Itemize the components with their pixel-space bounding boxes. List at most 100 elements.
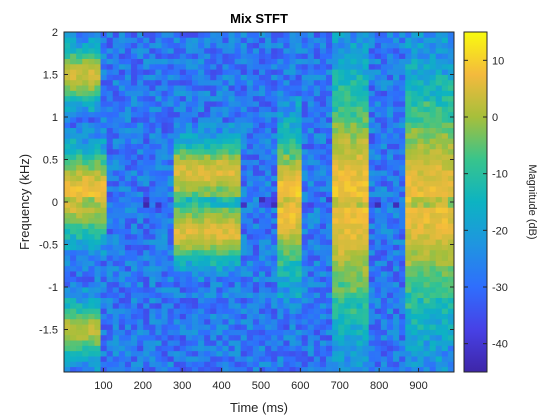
heatmap-cell (350, 244, 357, 251)
heatmap-cell (100, 191, 108, 198)
heatmap-cell (399, 249, 406, 256)
heatmap-cell (295, 202, 303, 208)
heatmap-cell (393, 334, 400, 341)
heatmap-cell (76, 345, 83, 352)
heatmap-cell (228, 340, 236, 346)
heatmap-cell (167, 302, 175, 309)
heatmap-cell (112, 271, 120, 277)
heatmap-cell (100, 207, 108, 214)
heatmap-cell (70, 207, 77, 214)
heatmap-cell (368, 117, 376, 123)
heatmap-cell (76, 175, 83, 182)
heatmap-cell (441, 164, 449, 171)
heatmap-cell (70, 324, 77, 330)
heatmap-cell (362, 276, 370, 283)
heatmap-cell (161, 196, 168, 203)
heatmap-cell (124, 223, 132, 229)
heatmap-cell (234, 69, 242, 75)
heatmap-cell (441, 53, 449, 59)
heatmap-cell (399, 111, 406, 118)
heatmap-cell (155, 334, 162, 341)
heatmap-cell (252, 329, 260, 336)
heatmap-cell (399, 212, 406, 219)
heatmap-cell (216, 32, 223, 38)
heatmap-cell (88, 180, 95, 187)
heatmap-cell (94, 302, 101, 309)
heatmap-cell (411, 350, 418, 357)
heatmap-cell (411, 313, 418, 320)
heatmap-cell (423, 202, 431, 208)
y-tick-label: 1 (52, 112, 58, 124)
heatmap-cell (131, 79, 138, 86)
heatmap-cell (173, 154, 181, 160)
heatmap-cell (386, 308, 394, 314)
heatmap-cell (234, 37, 242, 44)
heatmap-cell (131, 122, 138, 129)
heatmap-cell (70, 37, 77, 44)
heatmap-cell (374, 223, 382, 229)
heatmap-cell (234, 366, 242, 373)
heatmap-cell (131, 53, 138, 59)
heatmap-cell (149, 69, 156, 75)
heatmap-cell (368, 42, 376, 49)
heatmap-cell (338, 138, 345, 144)
heatmap-cell (295, 196, 303, 203)
heatmap-cell (88, 186, 95, 192)
heatmap-cell (82, 313, 89, 320)
heatmap-cell (301, 255, 309, 261)
heatmap-cell (332, 47, 339, 54)
heatmap-cell (350, 361, 357, 368)
heatmap-cell (332, 32, 339, 38)
heatmap-cell (106, 101, 114, 107)
heatmap-cell (350, 260, 357, 267)
heatmap-cell (399, 53, 406, 59)
heatmap-cell (374, 164, 382, 171)
heatmap-cell (344, 90, 351, 97)
heatmap-cell (399, 143, 406, 150)
heatmap-cell (350, 329, 357, 336)
heatmap-cell (210, 217, 217, 224)
heatmap-cell (106, 228, 114, 235)
heatmap-cell (380, 255, 388, 261)
heatmap-cell (374, 217, 382, 224)
heatmap-cell (393, 249, 400, 256)
heatmap-cell (234, 324, 242, 330)
heatmap-cell (295, 170, 303, 176)
heatmap-cell (417, 313, 424, 320)
heatmap-cell (441, 63, 449, 70)
heatmap-cell (411, 356, 418, 362)
heatmap-cell (283, 255, 290, 261)
heatmap-cell (70, 239, 77, 245)
heatmap-cell (338, 53, 345, 59)
heatmap-cell (368, 318, 376, 325)
heatmap-cell (344, 329, 351, 336)
heatmap-cell (326, 202, 333, 208)
heatmap-cell (228, 260, 236, 267)
heatmap-cell (417, 58, 424, 65)
heatmap-cell (222, 239, 229, 245)
heatmap-cell (118, 42, 126, 49)
heatmap-cell (265, 196, 272, 203)
heatmap-cell (94, 271, 101, 277)
heatmap-cell (271, 143, 278, 150)
heatmap-cell (423, 69, 431, 75)
heatmap-cell (295, 90, 303, 97)
heatmap-cell (411, 180, 418, 187)
heatmap-cell (405, 63, 412, 70)
heatmap-cell (277, 260, 284, 267)
heatmap-cell (246, 255, 254, 261)
heatmap-cell (265, 356, 272, 362)
heatmap-cell (88, 308, 95, 314)
heatmap-cell (82, 47, 89, 54)
heatmap-cell (295, 191, 303, 198)
heatmap-cell (350, 53, 357, 59)
heatmap-cell (313, 297, 321, 304)
heatmap-cell (399, 239, 406, 245)
heatmap-cell (155, 42, 162, 49)
heatmap-cell (405, 212, 412, 219)
heatmap-cell (88, 217, 95, 224)
heatmap-cell (362, 95, 370, 102)
heatmap-cell (167, 154, 175, 160)
heatmap-cell (386, 302, 394, 309)
heatmap-cell (338, 244, 345, 251)
